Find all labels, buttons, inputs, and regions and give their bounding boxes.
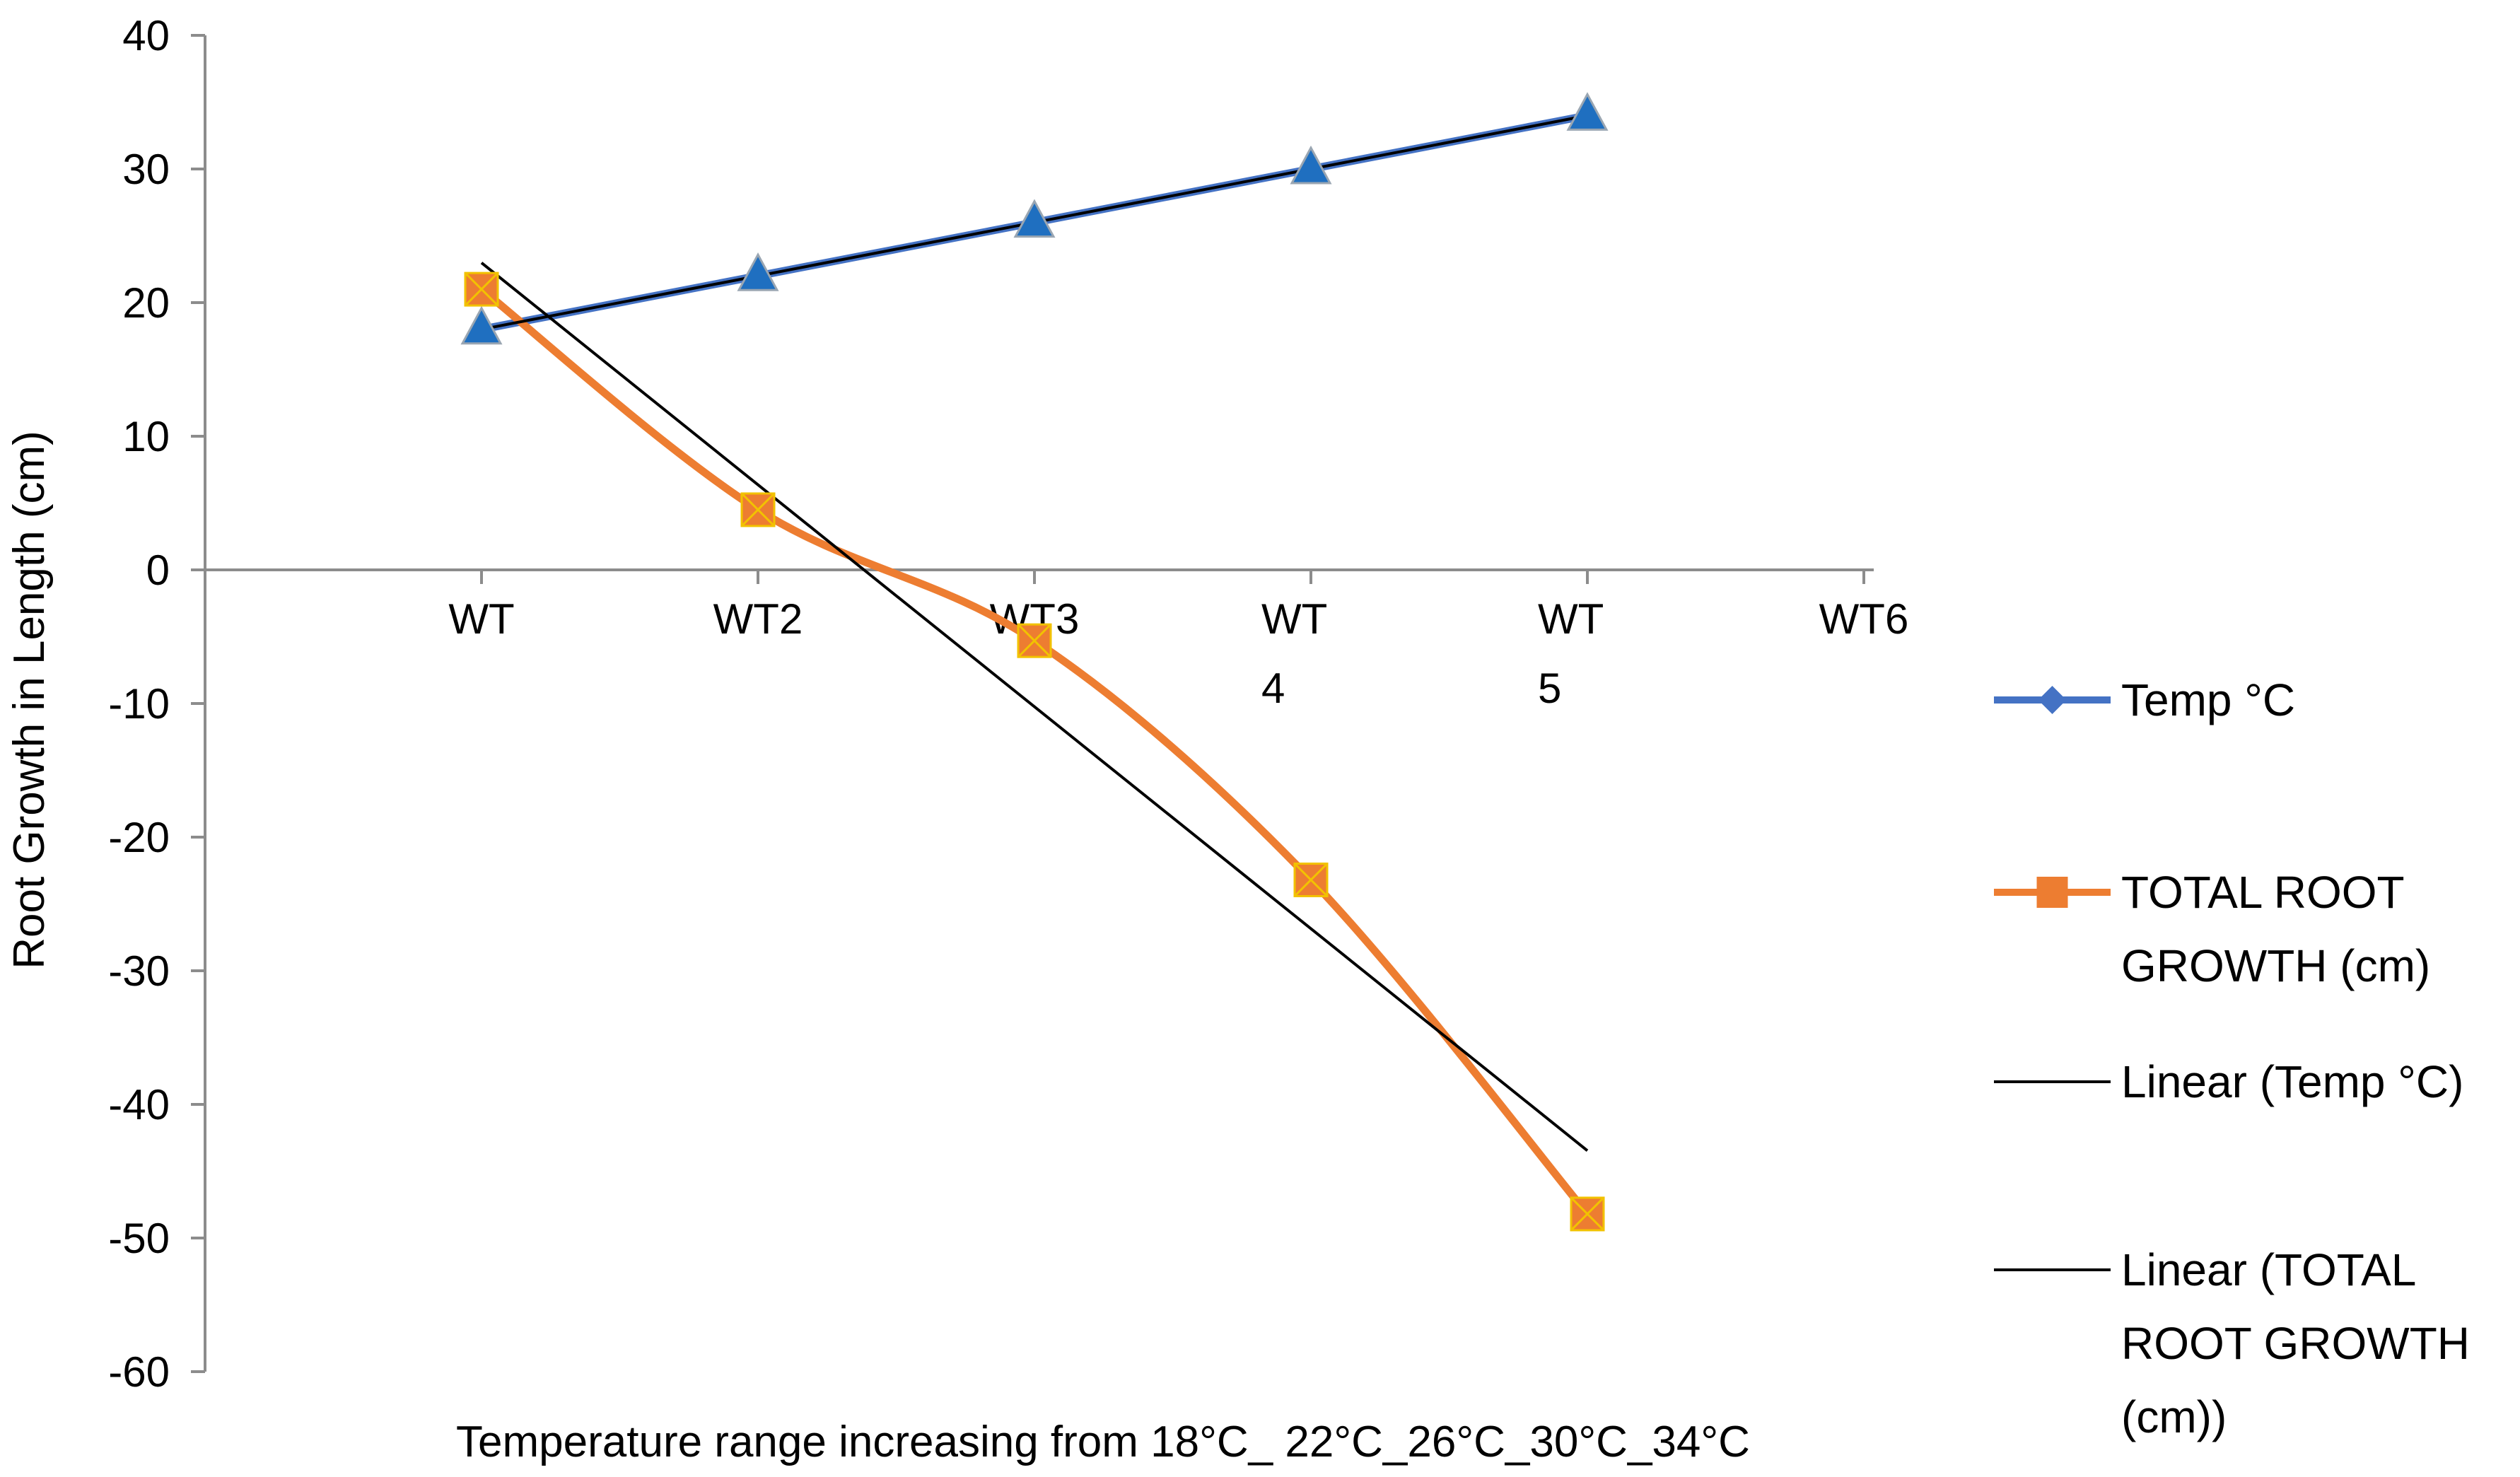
legend-label-line: Temp °C (2121, 675, 2295, 725)
data-point-cross (464, 272, 499, 307)
series-line-total-root-growth-cm- (477, 285, 1592, 1218)
x-tick-label-line: WT (448, 595, 514, 643)
legend-label: TOTAL ROOT GROWTH (cm) (2121, 867, 2430, 991)
data-point-cross (1570, 1196, 1605, 1232)
y-tick-label: 30 (122, 146, 170, 193)
x-axis-title: Temperature range increasing from 18°C_ … (456, 1418, 1750, 1466)
legend-label-line: TOTAL ROOT (2121, 867, 2405, 918)
x-tick-label-line: WT6 (1819, 595, 1909, 643)
x-tick-label: WT (448, 595, 514, 643)
x-tick-label-line: WT2 (713, 595, 803, 643)
data-point-temp (460, 305, 503, 345)
legend-item: Linear (TOTAL ROOT GROWTH (cm)) (1994, 1244, 2470, 1442)
data-point-root-growth (464, 272, 499, 307)
data-point-cross (1017, 624, 1052, 658)
y-axis-title: Root Growth in Length (cm) (5, 431, 54, 969)
series-lines (477, 111, 1592, 1218)
markers (460, 92, 1609, 1232)
x-tick-label-line: WT (1261, 595, 1327, 643)
x-tick-label: WT6 (1819, 595, 1909, 643)
y-tick-label: -10 (108, 680, 170, 728)
data-point-root-growth (740, 492, 776, 527)
legend-label-line: GROWTH (cm) (2121, 940, 2430, 991)
data-point-temp (737, 252, 779, 291)
legend-label-line: (cm)) (2121, 1391, 2227, 1442)
data-point-root-growth (1570, 1196, 1605, 1232)
legend-label: Linear (Temp °C) (2121, 1056, 2463, 1107)
legend-label-line: ROOT GROWTH (2121, 1318, 2470, 1369)
data-point-temp (1566, 92, 1609, 131)
legend: Temp °C TOTAL ROOT GROWTH (cm) Linear (Temp… (1994, 675, 2470, 1442)
x-tick-label-line: 4 (1261, 665, 1285, 712)
legend-label-line: Linear (TOTAL (2121, 1244, 2416, 1295)
y-tick-label: -30 (108, 947, 170, 995)
legend-label: Linear (TOTAL ROOT GROWTH (cm)) (2121, 1244, 2470, 1442)
data-point-temp (1290, 145, 1332, 185)
legend-item: Linear (Temp °C) (1994, 1056, 2463, 1107)
legend-diamond-icon (2038, 686, 2067, 714)
trendline-total-root-growth-cm- (480, 262, 1589, 1152)
x-tick-label: WT2 (713, 595, 803, 643)
legend-item: TOTAL ROOT GROWTH (cm) (1994, 867, 2430, 991)
data-point-cross (1293, 863, 1329, 897)
y-tick-label: -50 (108, 1215, 170, 1262)
x-tick-label-line: WT (1538, 595, 1604, 643)
y-tick-label: -20 (108, 814, 170, 861)
y-tick-label: 20 (122, 279, 170, 327)
data-point-root-growth (1017, 623, 1052, 658)
x-tick-label: WT 5 (1538, 595, 1604, 712)
legend-item: Temp °C (1994, 675, 2295, 725)
y-tick-label: 40 (122, 12, 170, 59)
legend-square-icon (2036, 877, 2068, 908)
x-tick-label: WT 4 (1261, 595, 1327, 712)
x-tick-label-line: 5 (1538, 665, 1561, 712)
y-tick-label: 10 (122, 413, 170, 460)
legend-label-line: Linear (Temp °C) (2121, 1056, 2463, 1107)
y-tick-label: 0 (146, 547, 170, 594)
legend-label: Temp °C (2121, 675, 2295, 725)
data-point-root-growth (1293, 862, 1329, 897)
y-axis: 40 30 20 10 0 -10 -20 -30 -40 -50 -60 (108, 12, 206, 1396)
data-point-cross (740, 492, 776, 527)
y-tick-label: -60 (108, 1348, 170, 1396)
y-tick-label: -40 (108, 1081, 170, 1128)
data-point-temp (1013, 199, 1056, 238)
